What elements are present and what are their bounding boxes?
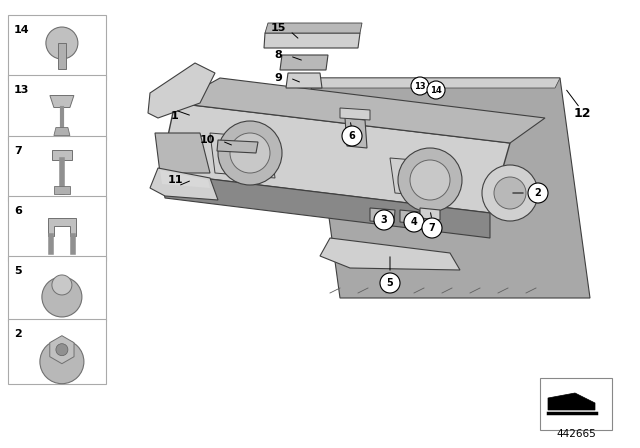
Text: 5: 5 — [14, 267, 22, 276]
Polygon shape — [175, 78, 545, 143]
Circle shape — [380, 273, 400, 293]
Text: 12: 12 — [573, 107, 591, 120]
Polygon shape — [310, 78, 590, 298]
Text: 4: 4 — [411, 217, 417, 227]
Circle shape — [410, 160, 450, 200]
Text: 8: 8 — [274, 50, 282, 60]
Text: 7: 7 — [14, 146, 22, 155]
Text: 6: 6 — [349, 131, 355, 141]
Polygon shape — [155, 133, 210, 173]
Polygon shape — [54, 186, 70, 194]
Circle shape — [46, 27, 78, 59]
Circle shape — [218, 121, 282, 185]
Polygon shape — [48, 219, 76, 237]
Text: 11: 11 — [167, 175, 183, 185]
Text: 10: 10 — [199, 135, 214, 145]
Polygon shape — [148, 63, 215, 118]
Text: 13: 13 — [414, 82, 426, 90]
Circle shape — [528, 183, 548, 203]
Polygon shape — [50, 336, 74, 364]
Circle shape — [374, 210, 394, 230]
Circle shape — [42, 277, 82, 317]
Polygon shape — [58, 43, 66, 69]
Polygon shape — [420, 208, 440, 220]
Text: 442665: 442665 — [556, 429, 596, 439]
Bar — [8, 135, 106, 201]
Circle shape — [342, 126, 362, 146]
Circle shape — [398, 148, 462, 212]
Polygon shape — [50, 95, 74, 108]
Text: 6: 6 — [14, 206, 22, 216]
Polygon shape — [400, 210, 420, 224]
Polygon shape — [210, 133, 275, 178]
Polygon shape — [160, 173, 490, 238]
Text: 14: 14 — [14, 25, 29, 34]
Circle shape — [427, 81, 445, 99]
Circle shape — [411, 77, 429, 95]
Bar — [8, 14, 106, 80]
Polygon shape — [548, 393, 595, 410]
Polygon shape — [280, 55, 328, 70]
Circle shape — [404, 212, 424, 232]
Polygon shape — [217, 140, 258, 153]
Text: 2: 2 — [534, 188, 541, 198]
Bar — [8, 75, 106, 140]
Circle shape — [52, 275, 72, 295]
Polygon shape — [390, 158, 455, 198]
Polygon shape — [264, 33, 360, 48]
Polygon shape — [150, 168, 218, 200]
Text: 9: 9 — [274, 73, 282, 83]
Polygon shape — [310, 78, 560, 88]
Text: 5: 5 — [387, 278, 394, 288]
Circle shape — [56, 344, 68, 356]
Bar — [52, 150, 72, 160]
Polygon shape — [340, 108, 370, 120]
Polygon shape — [320, 238, 460, 270]
Polygon shape — [345, 118, 367, 148]
Polygon shape — [286, 73, 322, 88]
Text: 13: 13 — [14, 85, 29, 95]
Polygon shape — [332, 240, 448, 263]
Polygon shape — [160, 170, 210, 188]
Text: 14: 14 — [430, 86, 442, 95]
Text: 2: 2 — [14, 329, 22, 339]
Circle shape — [230, 133, 270, 173]
Polygon shape — [265, 23, 362, 33]
Circle shape — [40, 340, 84, 383]
Text: 3: 3 — [381, 215, 387, 225]
Polygon shape — [370, 208, 395, 223]
Bar — [8, 319, 106, 384]
Text: 7: 7 — [429, 223, 435, 233]
Text: 1: 1 — [171, 111, 179, 121]
Polygon shape — [54, 128, 70, 135]
Bar — [540, 378, 612, 430]
Bar — [8, 196, 106, 261]
Polygon shape — [160, 103, 510, 213]
Circle shape — [494, 177, 526, 209]
Text: 15: 15 — [270, 23, 285, 33]
Bar — [8, 256, 106, 322]
Circle shape — [482, 165, 538, 221]
Circle shape — [422, 218, 442, 238]
